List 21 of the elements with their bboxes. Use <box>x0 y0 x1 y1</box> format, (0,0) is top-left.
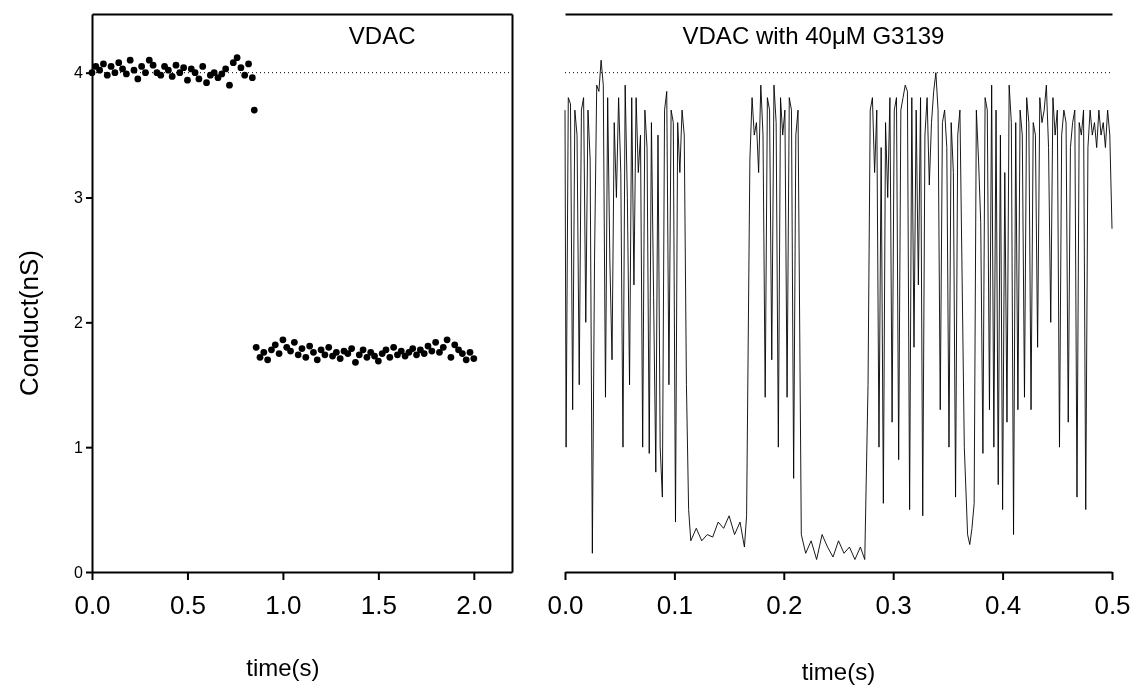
x-tick-label: 0.5 <box>169 590 207 621</box>
x-tick-label: 1.0 <box>265 590 302 621</box>
x-tick-label: 0.0 <box>74 590 111 621</box>
y-tick-label: 1 <box>74 438 84 456</box>
x-tick-label: 0.5 <box>1094 590 1131 621</box>
x-tick-label: 0.3 <box>875 590 912 621</box>
y-tick-label: 4 <box>74 64 84 82</box>
x-tick-label: 0.1 <box>656 590 693 621</box>
x-axis-title: time(s) <box>801 658 876 685</box>
x-tick-label: 0.0 <box>547 590 584 621</box>
y-axis-title: Conduct(nS) <box>14 250 44 396</box>
x-axis-title: time(s) <box>246 654 320 681</box>
chart-title: VDAC with 40μM G3139 <box>682 22 945 49</box>
chart-title: VDAC <box>348 22 416 49</box>
y-tick-label: 2 <box>74 313 84 331</box>
y-tick-label: 3 <box>74 189 84 207</box>
x-tick-label: 1.5 <box>360 590 397 621</box>
x-tick-label: 2.0 <box>456 590 493 621</box>
y-tick-label: 0 <box>74 563 84 581</box>
x-tick-label: 0.4 <box>985 590 1022 621</box>
x-tick-label: 0.2 <box>766 590 803 621</box>
